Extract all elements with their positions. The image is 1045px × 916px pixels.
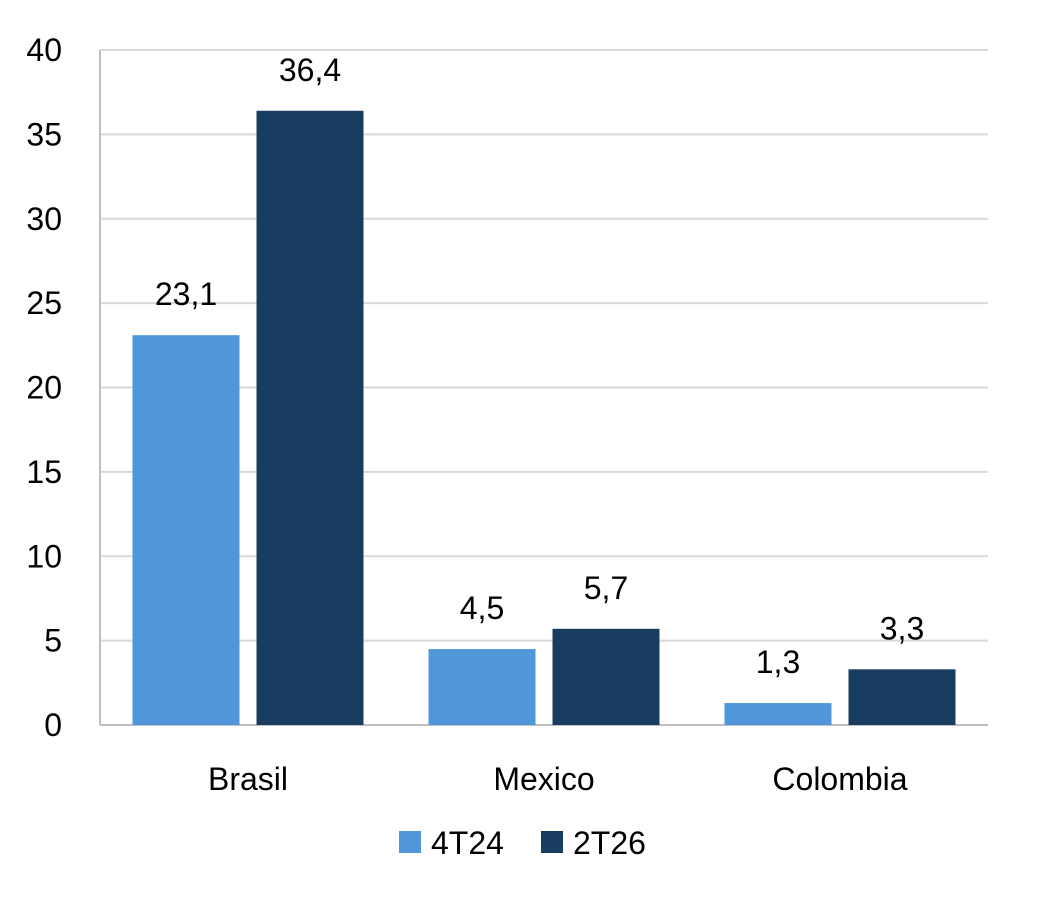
data-label-brasil-2t26: 36,4 bbox=[279, 52, 341, 88]
data-label-colombia-2t26: 3,3 bbox=[880, 610, 924, 646]
x-tick-label-brasil: Brasil bbox=[208, 761, 288, 797]
x-axis-category-labels: Brasil Mexico Colombia bbox=[208, 761, 908, 797]
y-axis-tick-labels: 0 5 10 15 20 25 30 35 40 bbox=[26, 32, 62, 743]
y-tick-label: 30 bbox=[26, 201, 62, 237]
data-label-mexico-2t26: 5,7 bbox=[584, 570, 628, 606]
y-tick-label: 40 bbox=[26, 32, 62, 68]
axes bbox=[99, 50, 988, 726]
y-tick-label: 15 bbox=[26, 454, 62, 490]
data-label-mexico-4t24: 4,5 bbox=[460, 590, 504, 626]
y-tick-label: 20 bbox=[26, 370, 62, 406]
x-tick-label-mexico: Mexico bbox=[493, 761, 594, 797]
x-tick-label-colombia: Colombia bbox=[772, 761, 907, 797]
y-tick-label: 5 bbox=[44, 623, 62, 659]
data-labels: 23,1 36,4 4,5 5,7 1,3 3,3 bbox=[155, 52, 924, 680]
bars bbox=[132, 110, 956, 725]
legend-label-4t24: 4T24 bbox=[431, 825, 504, 861]
legend-swatch-2t26 bbox=[541, 831, 563, 853]
y-tick-label: 35 bbox=[26, 116, 62, 152]
data-label-brasil-4t24: 23,1 bbox=[155, 276, 217, 312]
y-tick-label: 25 bbox=[26, 285, 62, 321]
gridlines bbox=[100, 49, 988, 642]
bar-brasil-2t26 bbox=[256, 110, 364, 725]
bar-mexico-4t24 bbox=[428, 649, 536, 725]
data-label-colombia-4t24: 1,3 bbox=[756, 644, 800, 680]
y-tick-label: 0 bbox=[44, 707, 62, 743]
bar-mexico-2t26 bbox=[552, 628, 660, 725]
legend-swatch-4t24 bbox=[399, 831, 421, 853]
y-tick-label: 10 bbox=[26, 538, 62, 574]
legend: 4T24 2T26 bbox=[399, 825, 646, 861]
legend-label-2t26: 2T26 bbox=[573, 825, 646, 861]
bar-colombia-2t26 bbox=[848, 669, 956, 725]
bar-brasil-4t24 bbox=[132, 335, 240, 725]
bar-colombia-4t24 bbox=[724, 703, 832, 725]
